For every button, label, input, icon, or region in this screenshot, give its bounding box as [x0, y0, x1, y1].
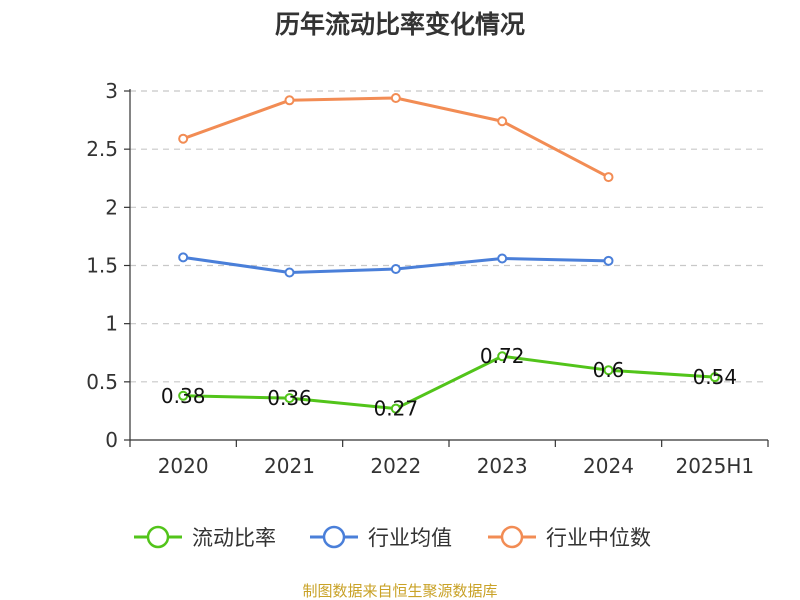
y-tick-label: 1 [105, 312, 118, 336]
x-tick-label: 2023 [477, 454, 528, 478]
data-point [497, 351, 508, 362]
data-point [284, 393, 295, 404]
chart-title: 历年流动比率变化情况 [275, 10, 525, 39]
legend-marker [146, 525, 170, 549]
legend-label: 行业中位数 [546, 526, 651, 550]
axes: 0 0.5 1 1.5 2 2.5 3 2020 2021 2022 2023 2024 2025H1 [86, 79, 769, 478]
data-point [603, 172, 614, 183]
data-point [284, 267, 295, 278]
series-line [182, 96, 610, 179]
data-point [390, 92, 401, 103]
data-point [284, 95, 295, 106]
x-tick-label: 2024 [583, 454, 634, 478]
data-labels: 0.38 0.36 0.27 0.72 0.6 0.54 [161, 344, 737, 420]
data-point [497, 253, 508, 264]
data-point [497, 116, 508, 127]
legend-marker [322, 525, 346, 549]
data-label: 0.72 [480, 344, 525, 368]
grid-lines [130, 90, 768, 383]
y-tick-label: 3 [105, 79, 118, 103]
legend-label: 流动比率 [192, 526, 276, 550]
data-label: 0.6 [593, 358, 625, 382]
data-point [390, 403, 401, 414]
x-tick-label: 2022 [370, 454, 421, 478]
data-label: 0.27 [374, 397, 419, 421]
data-point [603, 255, 614, 266]
x-tick-label: 2025H1 [675, 454, 754, 478]
data-point [603, 365, 614, 376]
y-tick-label: 0 [105, 428, 118, 452]
source-note: 制图数据来自恒生聚源数据库 [302, 582, 497, 600]
data-point [390, 263, 401, 274]
data-point [709, 372, 720, 383]
x-tick-label: 2020 [158, 454, 209, 478]
y-tick-label: 2 [105, 195, 118, 219]
data-point [178, 133, 189, 144]
legend-marker [500, 525, 524, 549]
series-layer [178, 92, 720, 414]
data-label: 0.38 [161, 384, 206, 408]
y-tick-label: 0.5 [86, 370, 118, 394]
data-point [178, 390, 189, 401]
data-label: 0.54 [693, 365, 738, 389]
legend: 流动比率 行业均值 行业中位数 [134, 525, 651, 550]
series-line [183, 354, 715, 411]
data-label: 0.36 [267, 386, 312, 410]
legend-label: 行业均值 [368, 526, 452, 550]
y-tick-label: 1.5 [86, 254, 118, 278]
y-tick-label: 2.5 [86, 137, 118, 161]
data-point [178, 252, 189, 263]
x-tick-label: 2021 [264, 454, 315, 478]
